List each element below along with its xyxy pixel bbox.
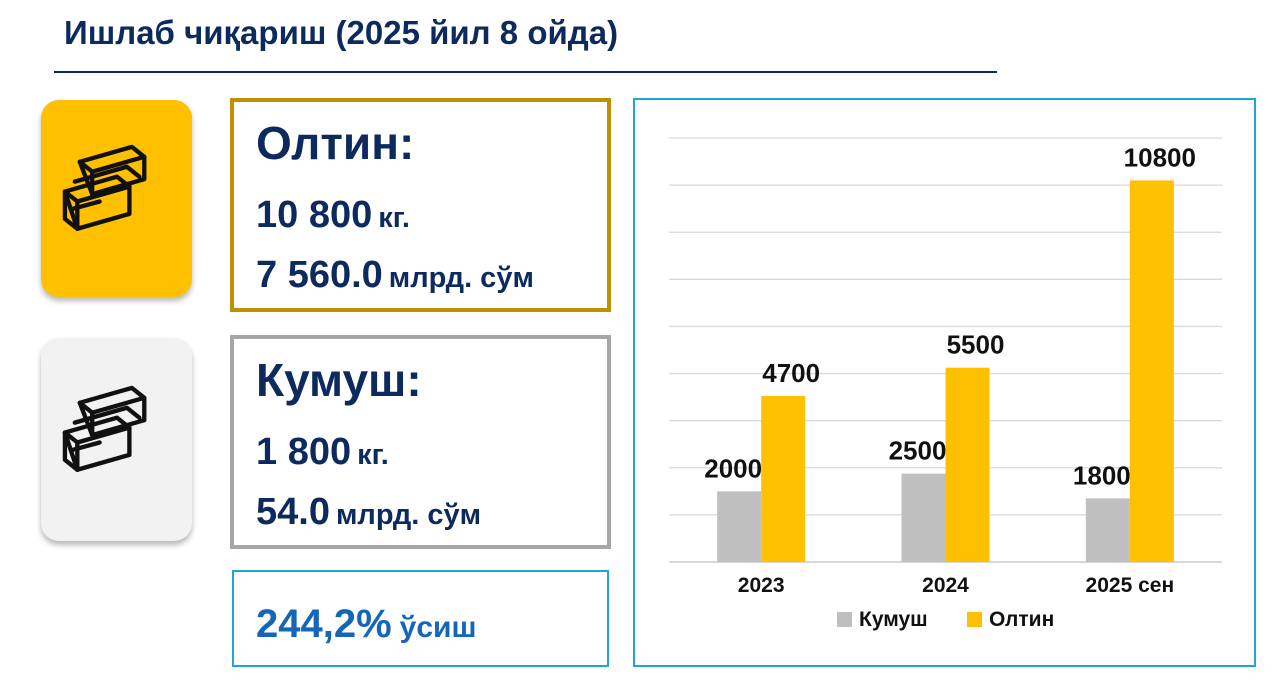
data-label: 1800 [1073,460,1131,490]
page-title: Ишлаб чиқариш (2025 йил 8 ойда) [64,14,619,51]
bar-Кумуш [1085,498,1130,562]
production-chart: 2000 4700 2023 2500 5500 2024 1800 10800 2025 се… [633,98,1256,667]
gold-info-box: Олтин: 10 800 кг. 7 560.0 млрд. сўм [230,98,611,312]
legend-swatch-Кумуш [837,612,852,627]
data-label: 2500 [889,436,947,466]
gold-value: 7 560.0 млрд. сўм [256,254,534,297]
silver-quantity-value: 1 800 [256,431,352,473]
legend-label: Кумуш [859,608,928,631]
gold-quantity: 10 800 кг. [256,194,410,237]
legend-label: Олтин [989,608,1054,631]
bar-Олтин [761,395,806,562]
growth-indicator: 244,2% ўсиш [256,602,477,647]
gold-money-value: 7 560.0 [256,254,383,296]
silver-value: 54.0 млрд. сўм [256,491,481,534]
x-tick-label: 2024 [922,574,969,597]
x-tick-label: 2023 [738,574,785,597]
bar-Кумуш [717,491,762,562]
gold-name: Олтин: [256,117,415,169]
bar-Олтин [945,367,990,562]
bar-Кумуш [901,473,946,562]
data-label: 5500 [947,330,1005,360]
growth-label: ўсиш [399,611,477,644]
bar-chart: 2000 4700 2023 2500 5500 2024 1800 10800 2025 се… [669,137,1222,631]
gold-bars-icon [62,144,146,231]
silver-info-box: Кумуш: 1 800 кг. 54.0 млрд. сўм [230,335,611,549]
data-label: 10800 [1124,142,1196,172]
x-tick-label: 2025 сен [1086,574,1175,597]
gold-quantity-unit: кг. [378,202,410,234]
growth-box: 244,2% ўсиш [232,570,609,667]
silver-icon-tile [41,338,192,541]
data-label: 2000 [704,453,762,483]
data-label: 4700 [762,358,820,388]
silver-quantity-unit: кг. [357,439,389,471]
legend-swatch-Олтин [967,612,982,627]
gold-quantity-value: 10 800 [256,194,373,236]
gold-money-unit: млрд. сўм [388,262,534,294]
title-underline [54,71,997,73]
gold-icon-tile [41,100,192,297]
silver-quantity: 1 800 кг. [256,431,389,474]
growth-percent: 244,2% [256,602,392,646]
silver-name: Кумуш: [256,354,422,406]
silver-bars-icon [62,385,146,472]
bar-Олтин [1129,180,1174,562]
silver-money-value: 54.0 [256,491,330,533]
silver-money-unit: млрд. сўм [335,499,482,531]
